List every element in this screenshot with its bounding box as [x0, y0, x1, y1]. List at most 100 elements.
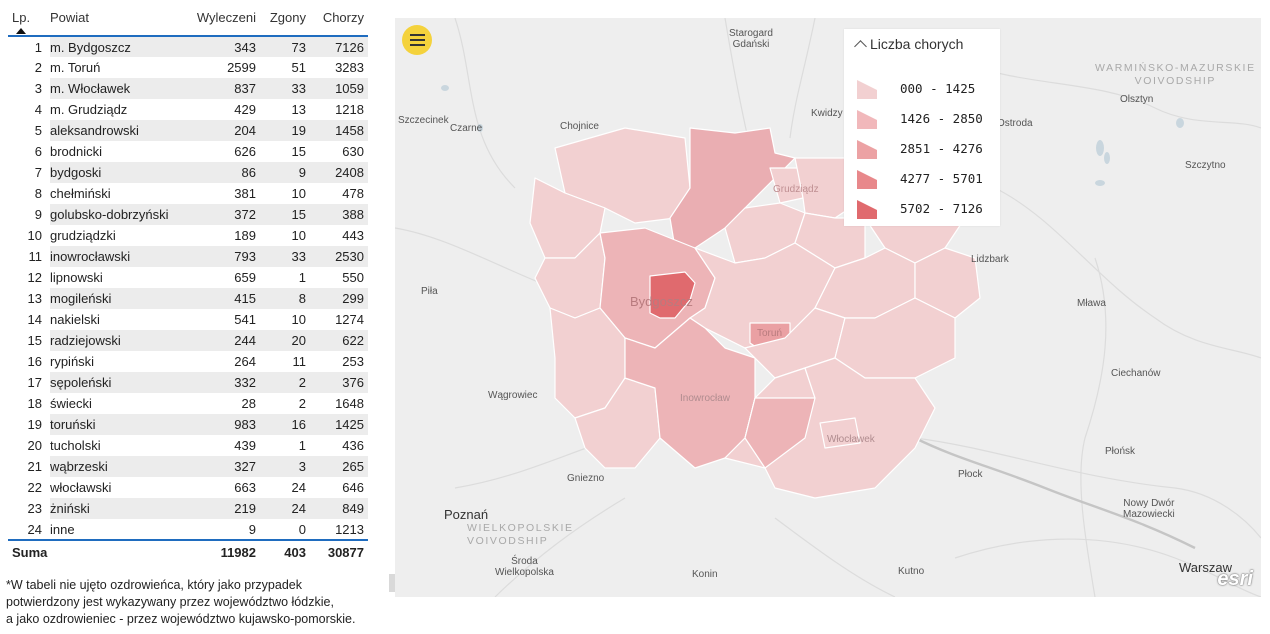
cell-lp: 9: [8, 204, 50, 225]
table-row[interactable]: 7 bydgoski 86 9 2408: [8, 162, 368, 183]
table-row[interactable]: 8 chełmiński 381 10 478: [8, 183, 368, 204]
cell-wyleczeni: 793: [180, 246, 258, 267]
table-row[interactable]: 19 toruński 983 16 1425: [8, 414, 368, 435]
cell-wyleczeni: 372: [180, 204, 258, 225]
map-label-poznan: Poznań: [444, 507, 489, 522]
cell-wyleczeni: 204: [180, 120, 258, 141]
table-row[interactable]: 10 grudziądzki 189 10 443: [8, 225, 368, 246]
table-row[interactable]: 24 inne 9 0 1213: [8, 519, 368, 540]
legend-swatch: [857, 80, 877, 99]
table-row[interactable]: 14 nakielski 541 10 1274: [8, 309, 368, 330]
table-row[interactable]: 18 świecki 28 2 1648: [8, 393, 368, 414]
cell-chorzy: 7126: [308, 36, 368, 57]
map-menu-button[interactable]: [402, 25, 432, 55]
cell-wyleczeni: 983: [180, 414, 258, 435]
legend-swatch: [857, 110, 877, 129]
legend-label: 000 - 1425: [900, 81, 976, 96]
cell-powiat: radziejowski: [50, 330, 180, 351]
cell-wyleczeni: 837: [180, 78, 258, 99]
cell-lp: 14: [8, 309, 50, 330]
table-row[interactable]: 12 lipnowski 659 1 550: [8, 267, 368, 288]
table-row[interactable]: 22 włocławski 663 24 646: [8, 477, 368, 498]
table-row[interactable]: 13 mogileński 415 8 299: [8, 288, 368, 309]
table-row[interactable]: 4 m. Grudziądz 429 13 1218: [8, 99, 368, 120]
map-label-pila: Piła: [421, 286, 438, 297]
cell-zgony: 20: [258, 330, 308, 351]
table-row[interactable]: 6 brodnicki 626 15 630: [8, 141, 368, 162]
map-label-mlawa: Mława: [1077, 298, 1106, 309]
cell-powiat: toruński: [50, 414, 180, 435]
map-label-olsztyn: Olsztyn: [1120, 94, 1154, 105]
choropleth-counties: [529, 127, 981, 499]
col-header-powiat[interactable]: Powiat: [50, 10, 90, 25]
total-label: Suma: [8, 539, 180, 564]
col-header-lp[interactable]: Lp.: [8, 6, 50, 36]
table-row[interactable]: 16 rypiński 264 11 253: [8, 351, 368, 372]
cell-zgony: 10: [258, 183, 308, 204]
footnote-line: *W tabeli nie ujęto ozdrowieńca, który j…: [6, 578, 302, 592]
cell-wyleczeni: 86: [180, 162, 258, 183]
col-header-chorzy[interactable]: Chorzy: [322, 10, 364, 25]
esri-logo: esri: [1217, 568, 1253, 590]
cases-table: Lp. Powiat Wyleczeni Zgony Chorzy 1 m. By…: [8, 6, 368, 564]
cell-powiat: nakielski: [50, 309, 180, 330]
total-zgony: 403: [258, 539, 308, 564]
cell-wyleczeni: 189: [180, 225, 258, 246]
table-row[interactable]: 21 wąbrzeski 327 3 265: [8, 456, 368, 477]
cell-chorzy: 2408: [308, 162, 368, 183]
cell-chorzy: 622: [308, 330, 368, 351]
cell-zgony: 19: [258, 120, 308, 141]
sort-ascending-icon[interactable]: [16, 28, 26, 34]
table-row[interactable]: 20 tucholski 439 1 436: [8, 435, 368, 456]
cell-wyleczeni: 439: [180, 435, 258, 456]
cell-zgony: 8: [258, 288, 308, 309]
table-row[interactable]: 5 aleksandrowski 204 19 1458: [8, 120, 368, 141]
table-row[interactable]: 23 żniński 219 24 849: [8, 498, 368, 519]
legend-swatch: [857, 140, 877, 159]
table-row[interactable]: 9 golubsko-dobrzyński 372 15 388: [8, 204, 368, 225]
cell-wyleczeni: 332: [180, 372, 258, 393]
cell-lp: 22: [8, 477, 50, 498]
table-row[interactable]: 11 inowrocławski 793 33 2530: [8, 246, 368, 267]
cell-lp: 5: [8, 120, 50, 141]
footnote: *W tabeli nie ujęto ozdrowieńca, który j…: [6, 577, 386, 628]
table-row[interactable]: 17 sępoleński 332 2 376: [8, 372, 368, 393]
cell-lp: 10: [8, 225, 50, 246]
table-row[interactable]: 1 m. Bydgoszcz 343 73 7126: [8, 36, 368, 57]
map-label-sroda: Środa Wielkopolska: [495, 556, 554, 578]
cell-chorzy: 299: [308, 288, 368, 309]
legend-toggle[interactable]: Liczba chorych: [854, 36, 963, 53]
col-header-zgony[interactable]: Zgony: [269, 10, 306, 25]
cell-powiat: sępoleński: [50, 372, 180, 393]
cell-powiat: wąbrzeski: [50, 456, 180, 477]
cell-chorzy: 1648: [308, 393, 368, 414]
cell-zgony: 3: [258, 456, 308, 477]
cell-chorzy: 253: [308, 351, 368, 372]
map-view[interactable]: Starogard Gdański WARMIŃSKO-MAZURSKIE VO…: [395, 18, 1261, 597]
cell-powiat: żniński: [50, 498, 180, 519]
map-label-kwidzyn: Kwidzy: [811, 108, 843, 119]
col-header-wyleczeni[interactable]: Wyleczeni: [196, 10, 256, 25]
map-label-wloclawek: Włocławek: [827, 434, 875, 445]
table-header-row: Lp. Powiat Wyleczeni Zgony Chorzy: [8, 6, 368, 36]
footnote-line: potwierdzony jest wykazywany przez wojew…: [6, 595, 334, 609]
cell-powiat: m. Grudziądz: [50, 99, 180, 120]
table-row[interactable]: 15 radziejowski 244 20 622: [8, 330, 368, 351]
scrollbar-thumb[interactable]: [389, 574, 397, 592]
table-row[interactable]: 2 m. Toruń 2599 51 3283: [8, 57, 368, 78]
cell-wyleczeni: 541: [180, 309, 258, 330]
map-label-grudziadz: Grudziądz: [773, 184, 819, 195]
map-label-ostroda: Ostroda: [997, 118, 1033, 129]
map-label-szczytno: Szczytno: [1185, 160, 1226, 171]
cell-zgony: 11: [258, 351, 308, 372]
cell-zgony: 33: [258, 78, 308, 99]
cell-wyleczeni: 659: [180, 267, 258, 288]
footnote-line: a jako ozdrowieniec - przez województwo …: [6, 612, 356, 626]
table-row[interactable]: 3 m. Włocławek 837 33 1059: [8, 78, 368, 99]
cell-zgony: 1: [258, 267, 308, 288]
cell-chorzy: 550: [308, 267, 368, 288]
cell-chorzy: 849: [308, 498, 368, 519]
cell-wyleczeni: 244: [180, 330, 258, 351]
cell-zgony: 73: [258, 36, 308, 57]
